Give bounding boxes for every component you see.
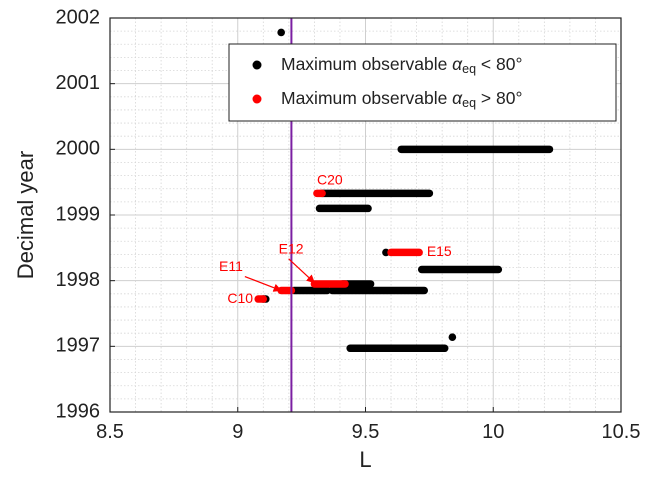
y-tick-label: 2002 <box>56 6 101 28</box>
annotation-c20: C20 <box>317 172 343 188</box>
annotation-e12: E12 <box>279 241 304 257</box>
x-tick-label: 8.5 <box>96 421 124 443</box>
series-1-point <box>448 333 457 341</box>
x-tick-label: 10 <box>482 421 504 443</box>
y-tick-label: 1999 <box>56 203 101 225</box>
x-tick-label: 9.5 <box>352 421 380 443</box>
annotation-e11: E11 <box>219 258 243 274</box>
annotation-c10: C10 <box>227 290 253 306</box>
legend-box <box>228 43 617 122</box>
y-tick-label: 2001 <box>56 72 101 94</box>
legend-marker <box>252 60 262 70</box>
annotation-e15: E15 <box>427 243 452 259</box>
legend-entry-text: Maximum observable αeq > 80° <box>281 88 522 111</box>
legend-marker <box>252 94 262 104</box>
x-axis-label: L <box>359 447 371 472</box>
y-tick-label: 1997 <box>56 335 101 357</box>
series-1-point <box>277 28 285 37</box>
x-tick-label: 10.5 <box>602 421 641 443</box>
y-tick-label: 1996 <box>56 400 101 422</box>
y-axis-label: Decimal year <box>13 151 38 279</box>
legend-entry-text: Maximum observable αeq < 80° <box>281 54 522 77</box>
annotation-arrow-e12 <box>288 258 316 284</box>
y-tick-label: 2000 <box>56 138 101 160</box>
annotation-arrow-e11 <box>244 275 282 292</box>
x-tick-label: 9 <box>232 421 243 443</box>
legend: Maximum observable αeq < 80° Maximum obse… <box>228 43 617 122</box>
y-tick-label: 1998 <box>56 269 101 291</box>
